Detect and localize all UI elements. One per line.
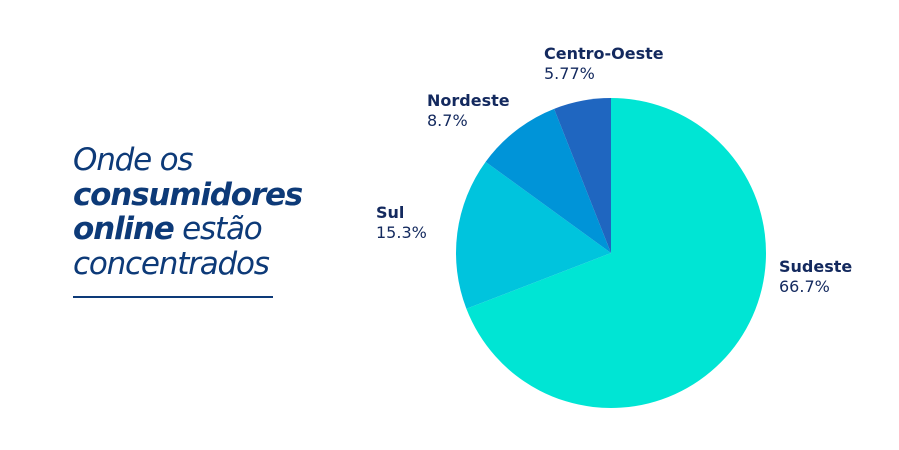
chart-heading: Onde os consumidores online estão concen…	[73, 143, 333, 281]
label-sudeste-value: 66.7%	[779, 277, 830, 296]
label-centro-oeste-value: 5.77%	[544, 64, 595, 83]
label-nordeste: Nordeste 8.7%	[427, 91, 510, 131]
heading-line-3-rest: estão	[173, 211, 263, 247]
label-centro-oeste: Centro-Oeste 5.77%	[544, 44, 664, 84]
pie-slice-nordeste	[485, 108, 611, 253]
pie-slice-sudeste	[466, 98, 766, 409]
pie-slice-centro-oeste	[554, 98, 611, 253]
heading-line-3-bold: online	[73, 211, 175, 247]
heading-underline	[73, 296, 273, 298]
label-centro-oeste-name: Centro-Oeste	[544, 44, 664, 63]
label-nordeste-value: 8.7%	[427, 111, 468, 130]
pie-slice-sul	[455, 161, 611, 309]
label-sul-name: Sul	[376, 203, 405, 222]
heading-line-2: consumidores	[73, 176, 303, 213]
heading-line-4: concentrados	[73, 245, 270, 282]
label-sul-value: 15.3%	[376, 223, 427, 242]
heading-line-1: Onde os	[73, 142, 194, 178]
label-nordeste-name: Nordeste	[427, 91, 510, 110]
label-sudeste: Sudeste 66.7%	[779, 257, 852, 297]
label-sul: Sul 15.3%	[376, 203, 427, 243]
label-sudeste-name: Sudeste	[779, 257, 853, 276]
